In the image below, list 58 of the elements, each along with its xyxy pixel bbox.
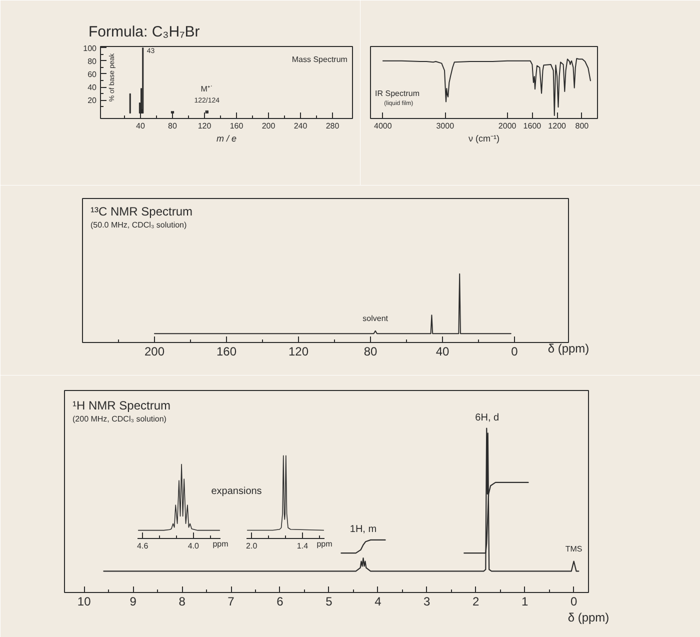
x-tick-label: 8 — [178, 594, 186, 608]
chart-subtitle: (50.0 MHz, CDCl₃ solution) — [90, 220, 188, 230]
x-tick-label: 1.4 — [296, 542, 309, 550]
x-axis-title: δ (ppm) — [548, 342, 590, 356]
x-axis-title: δ (ppm) — [568, 610, 610, 624]
x-tick-label: 800 — [575, 122, 590, 130]
x-axis-title: ppm — [316, 540, 333, 548]
x-tick-label: 40 — [136, 122, 146, 130]
annotation: Mass Spectrum — [292, 54, 348, 64]
x-tick-label: 2.0 — [246, 542, 258, 550]
x-tick-label: 200 — [144, 344, 165, 358]
y-tick-label: 100 — [83, 44, 98, 53]
y-tick-label: 20 — [88, 96, 98, 106]
annotation: M⁺˙ — [200, 84, 214, 94]
x-axis-title: ppm — [212, 540, 229, 548]
x-tick-label: 80 — [364, 344, 378, 358]
x-tick-label: 40 — [436, 344, 450, 358]
annotation: 6H, d — [475, 412, 500, 424]
x-tick-label: 0 — [511, 344, 518, 358]
x-tick-label: 1 — [522, 594, 528, 608]
x-tick-label: 120 — [288, 344, 309, 358]
x-tick-label: 2 — [472, 594, 480, 608]
y-tick-label: 60 — [88, 70, 98, 79]
x-tick-label: 200 — [262, 122, 276, 130]
x-tick-label: 5 — [326, 594, 333, 608]
chart-title: Formula: C₃H₇Br — [88, 24, 200, 40]
x-tick-label: 280 — [326, 122, 340, 130]
chart-title: ¹³C NMR Spectrum — [90, 204, 193, 218]
x-tick-label: 160 — [216, 344, 237, 358]
x-tick-label: 9 — [130, 594, 137, 608]
annotation: IR Spectrum — [375, 88, 420, 98]
x-tick-label: 4.0 — [188, 542, 200, 550]
chart-subtitle: (200 MHz, CDCl₃ solution) — [72, 414, 167, 424]
x-tick-label: 3 — [424, 594, 431, 608]
y-tick-label: 80 — [88, 56, 98, 66]
x-tick-label: 160 — [230, 122, 244, 130]
x-tick-label: 10 — [77, 594, 92, 608]
annotation: 1H, m — [350, 524, 377, 535]
annotation: solvent — [362, 314, 389, 323]
annotation: TMS — [565, 544, 582, 554]
x-tick-label: 6 — [276, 594, 284, 608]
x-tick-label: 1200 — [548, 122, 567, 130]
x-tick-label: 4 — [374, 594, 382, 608]
chart-title: ¹H NMR Spectrum — [72, 398, 171, 412]
x-tick-label: 0 — [570, 594, 578, 608]
x-tick-label: 7 — [228, 594, 235, 608]
x-axis-title: m / e — [216, 134, 237, 144]
x-axis-title: ν (cm⁻¹) — [468, 134, 500, 144]
annotation: expansions — [211, 486, 262, 497]
x-tick-label: 240 — [294, 122, 308, 130]
x-tick-label: 80 — [168, 122, 178, 130]
y-tick-label: 40 — [88, 83, 98, 92]
x-tick-label: 2000 — [498, 122, 517, 130]
x-tick-label: 120 — [198, 122, 212, 130]
x-tick-label: 3000 — [436, 122, 455, 130]
x-tick-label: 4000 — [374, 122, 392, 130]
x-tick-label: 4.6 — [137, 542, 149, 550]
x-tick-label: 1600 — [523, 122, 542, 130]
